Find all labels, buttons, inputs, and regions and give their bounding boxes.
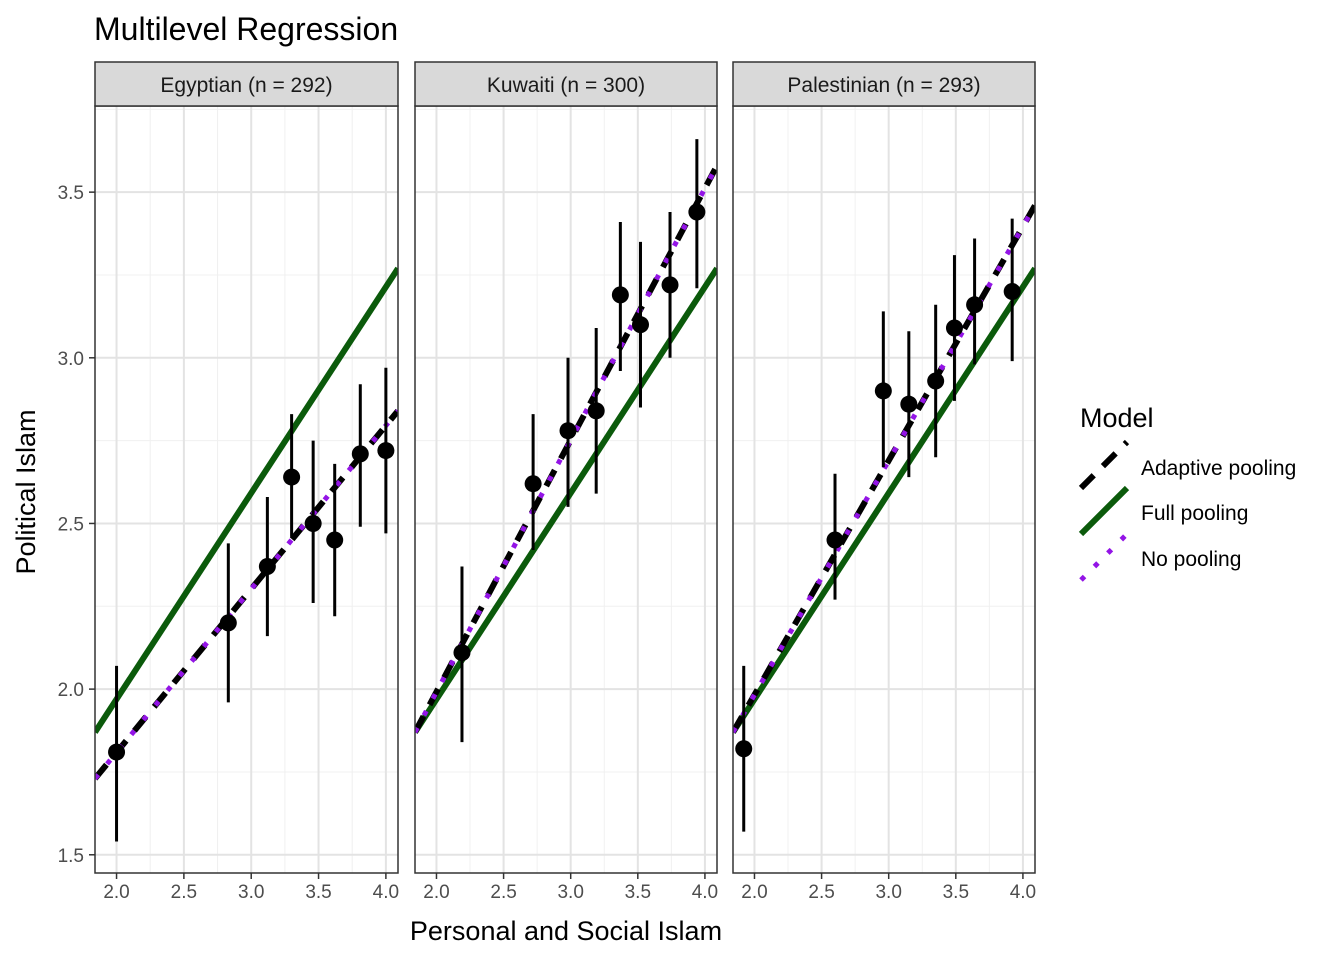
panel-marks <box>95 266 398 842</box>
y-tick-label: 2.5 <box>58 514 84 535</box>
data-point <box>1003 283 1021 301</box>
data-point <box>108 743 126 761</box>
x-tick-label: 4.0 <box>692 882 718 903</box>
legend-keys <box>1078 439 1130 582</box>
facet-egyptian: Egyptian (n = 292) 2.0 2.5 3.0 3.5 4.0 <box>94 61 399 903</box>
y-tick-label: 3.5 <box>58 183 84 204</box>
data-point <box>219 614 237 632</box>
chart-title: Multilevel Regression <box>94 11 398 47</box>
data-point <box>559 422 577 440</box>
legend-label-adaptive-pooling: Adaptive pooling <box>1141 457 1296 480</box>
data-point <box>966 296 984 314</box>
data-point <box>735 740 753 758</box>
data-point <box>453 644 471 662</box>
panel-background <box>95 106 398 873</box>
panel-background <box>733 106 1035 873</box>
y-axis-label: Political Islam <box>11 409 41 574</box>
data-point <box>351 445 369 463</box>
data-point <box>377 442 395 460</box>
facet-strip <box>414 61 718 107</box>
x-tick-label: 3.0 <box>238 882 264 903</box>
facet-panels: Egyptian (n = 292)2.0 2.5 3.0 3.5 4.0Kuwaiti… <box>94 61 1036 903</box>
legend-label-no-pooling: No pooling <box>1141 548 1241 571</box>
legend-key-adaptive-pooling <box>1078 439 1130 491</box>
y-tick-label: 1.5 <box>58 846 84 867</box>
no-pooling-line <box>415 164 717 734</box>
x-tick-label: 2.5 <box>171 882 197 903</box>
data-point <box>326 531 344 549</box>
panel-marks <box>415 139 717 743</box>
data-point <box>900 395 918 413</box>
legend: Model Adaptive pooling Full pooling No p… <box>1078 403 1296 582</box>
y-axis: 1.5 2.0 2.5 3.0 3.5 <box>58 183 95 867</box>
x-tick-label: 4.0 <box>373 882 399 903</box>
x-tick-label: 2.0 <box>103 882 129 903</box>
x-tick-label: 2.0 <box>741 882 767 903</box>
x-tick-label: 3.0 <box>875 882 901 903</box>
data-point <box>524 475 542 493</box>
x-tick-label: 2.0 <box>423 882 449 903</box>
data-point <box>688 203 706 221</box>
full-pooling-line <box>95 266 398 734</box>
legend-title: Model <box>1080 403 1154 433</box>
data-point <box>927 372 945 390</box>
x-axis-label: Personal and Social Islam <box>410 916 722 946</box>
data-point <box>874 382 892 400</box>
facet-kuwaiti: Kuwaiti (n = 300) 2.0 2.5 3.0 3.5 4.0 <box>414 61 718 903</box>
data-point <box>661 276 679 294</box>
facet-label: Egyptian (n = 292) <box>160 74 332 97</box>
data-point <box>945 319 963 337</box>
data-point <box>283 468 301 486</box>
x-tick-label: 4.0 <box>1010 882 1036 903</box>
x-tick-label: 3.0 <box>557 882 583 903</box>
legend-key-full-pooling <box>1078 485 1130 537</box>
y-tick-label: 3.0 <box>58 349 84 370</box>
facet-strip <box>94 61 399 107</box>
panel-marks <box>733 203 1035 832</box>
x-tick-label: 2.5 <box>490 882 516 903</box>
full-pooling-line <box>733 266 1035 734</box>
data-point <box>611 286 629 304</box>
x-tick-label: 3.5 <box>625 882 651 903</box>
facet-label: Kuwaiti (n = 300) <box>487 74 645 97</box>
data-point <box>304 514 322 532</box>
no-pooling-line <box>95 409 398 781</box>
data-point <box>258 558 276 576</box>
x-tick-label: 2.5 <box>808 882 834 903</box>
y-tick-label: 2.0 <box>58 680 84 701</box>
facet-strip <box>732 61 1036 107</box>
x-tick-label: 3.5 <box>943 882 969 903</box>
adaptive-pooling-line <box>733 203 1035 734</box>
x-tick-label: 3.5 <box>305 882 331 903</box>
data-point <box>826 531 844 549</box>
data-point <box>631 316 649 334</box>
panel-background <box>415 106 717 873</box>
data-point <box>587 402 605 420</box>
facet-palestinian: Palestinian (n = 293) 2.0 2.5 3.0 3.5 4.0 <box>732 61 1036 903</box>
facet-label: Palestinian (n = 293) <box>787 74 980 97</box>
legend-label-full-pooling: Full pooling <box>1141 502 1248 525</box>
